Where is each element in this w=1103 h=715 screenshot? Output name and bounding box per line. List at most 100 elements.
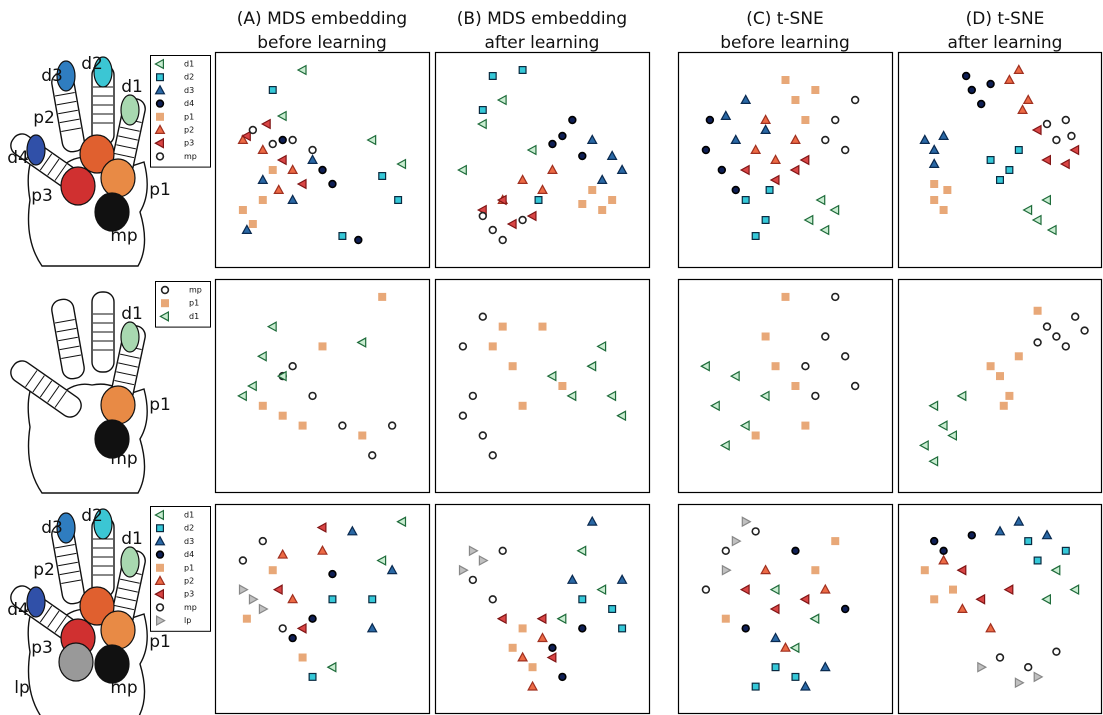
point <box>1072 313 1079 320</box>
paw-diagram: d1p1mp <box>7 292 171 493</box>
panel-frame <box>679 505 893 714</box>
point <box>319 343 326 350</box>
column-title: (C) t-SNE <box>746 9 824 29</box>
point <box>822 137 829 144</box>
point <box>752 432 759 439</box>
point <box>978 101 985 108</box>
point <box>619 625 626 632</box>
point <box>489 227 496 234</box>
legend-label: mp <box>189 286 202 295</box>
point <box>269 141 276 148</box>
point <box>569 117 576 124</box>
paw-diagram: d3d2d1p2d4p3p1mp <box>7 54 171 266</box>
legend-marker <box>157 525 164 532</box>
point <box>722 615 729 622</box>
legend-label: d1 <box>184 511 194 520</box>
point <box>1062 547 1069 554</box>
point <box>279 412 286 419</box>
point <box>950 586 957 593</box>
legend-label: d2 <box>184 524 194 533</box>
point <box>529 664 536 671</box>
legend-label: d3 <box>184 537 194 546</box>
point <box>931 181 938 188</box>
point <box>706 117 713 124</box>
point <box>772 363 779 370</box>
point <box>1044 121 1051 128</box>
legend-marker <box>157 74 164 81</box>
paw-label: d3 <box>41 518 63 538</box>
point <box>240 557 247 564</box>
point <box>940 207 947 214</box>
point <box>379 173 386 180</box>
paw-label: p3 <box>31 186 53 206</box>
legend-marker <box>162 287 169 294</box>
point <box>822 333 829 340</box>
point <box>968 532 975 539</box>
legend-label: d3 <box>184 86 194 95</box>
point <box>519 402 526 409</box>
point <box>379 294 386 301</box>
point <box>469 393 476 400</box>
point <box>812 393 819 400</box>
legend-label: lp <box>184 616 191 625</box>
point <box>812 567 819 574</box>
point <box>489 343 496 350</box>
point <box>499 323 506 330</box>
point <box>987 157 994 164</box>
point <box>309 674 316 681</box>
point <box>1025 538 1032 545</box>
point <box>509 644 516 651</box>
point <box>792 547 799 554</box>
point <box>1062 117 1069 124</box>
palm-pad <box>101 159 135 197</box>
point <box>519 625 526 632</box>
point <box>772 664 779 671</box>
paw-label: mp <box>110 678 137 698</box>
legend-label: d1 <box>189 312 199 321</box>
point <box>812 87 819 94</box>
legend-label: p2 <box>184 126 194 135</box>
point <box>489 452 496 459</box>
point <box>782 294 789 301</box>
point <box>589 187 596 194</box>
point <box>997 654 1004 661</box>
point <box>469 577 476 584</box>
paw-label: p1 <box>149 180 171 200</box>
point <box>1015 147 1022 154</box>
point <box>309 615 316 622</box>
point <box>299 422 306 429</box>
point <box>599 207 606 214</box>
point <box>460 343 467 350</box>
point <box>762 217 769 224</box>
legend-label: d1 <box>184 60 194 69</box>
point <box>963 73 970 80</box>
point <box>489 73 496 80</box>
point <box>792 97 799 104</box>
point <box>519 217 526 224</box>
paw-label: lp <box>14 678 30 698</box>
point <box>968 87 975 94</box>
point <box>1006 393 1013 400</box>
point <box>479 107 486 114</box>
panel-frame <box>679 280 893 493</box>
point <box>289 635 296 642</box>
point <box>395 197 402 204</box>
point <box>703 147 710 154</box>
point <box>489 596 496 603</box>
palm-pad <box>101 386 135 424</box>
point <box>479 432 486 439</box>
figure: (A) MDS embeddingbefore learning(B) MDS … <box>0 0 1103 715</box>
point <box>309 393 316 400</box>
point <box>842 147 849 154</box>
legend-label: d4 <box>184 99 194 108</box>
paw-label: mp <box>110 449 137 469</box>
paw-label: d3 <box>41 66 63 86</box>
point <box>842 353 849 360</box>
point <box>987 363 994 370</box>
point <box>931 538 938 545</box>
paw-label: p1 <box>149 395 171 415</box>
point <box>1053 137 1060 144</box>
paw-label: d2 <box>81 54 103 74</box>
legend-frame <box>151 56 211 168</box>
paw-label: d2 <box>81 506 103 526</box>
